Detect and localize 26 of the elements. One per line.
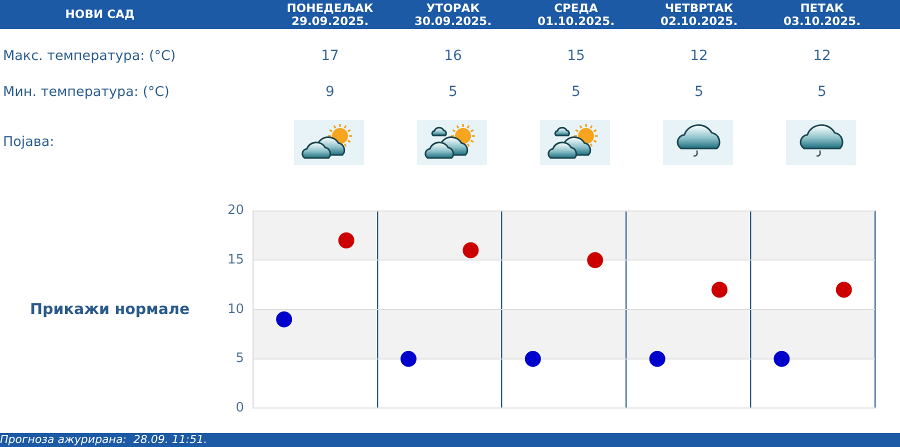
data-label: 12 — [812, 48, 832, 64]
text: Прогноза ажурирана: 28.09. 11:51. — [0, 433, 900, 447]
data-label: 5 — [448, 84, 458, 100]
data-label: 17 — [320, 48, 340, 64]
data-label: 9 — [324, 84, 336, 100]
data-label: 15 — [566, 48, 586, 64]
data-label: 5 — [816, 84, 828, 100]
data-label: 5 — [570, 84, 582, 100]
category-label: СРЕДА 01.10.2025. — [536, 1, 616, 28]
y-tick-label: 10 — [227, 302, 244, 317]
y-tick-label: 20 — [227, 203, 244, 218]
text: Појава: — [3, 134, 54, 150]
text: Прикажи нормале — [30, 300, 190, 318]
data-label: 16 — [443, 48, 463, 64]
category-label: ЧЕТВРТАК 02.10.2025. — [659, 1, 739, 28]
text: НОВИ САД — [64, 7, 136, 21]
category-label: ПОНЕДЕЉАК 29.09.2025. — [286, 1, 374, 28]
y-tick-label: 5 — [236, 351, 244, 366]
y-tick-label: 15 — [227, 252, 244, 268]
data-label: 5 — [694, 84, 704, 100]
category-label: ПЕТАК 03.10.2025. — [782, 1, 862, 28]
text: Макс. температура: (°C) — [3, 48, 176, 64]
category-label: УТОРАК 30.09.2025. — [413, 1, 493, 28]
y-tick-label: 0 — [236, 400, 244, 416]
data-label: 12 — [689, 48, 709, 64]
text: Мин. температура: (°C) — [3, 84, 170, 100]
